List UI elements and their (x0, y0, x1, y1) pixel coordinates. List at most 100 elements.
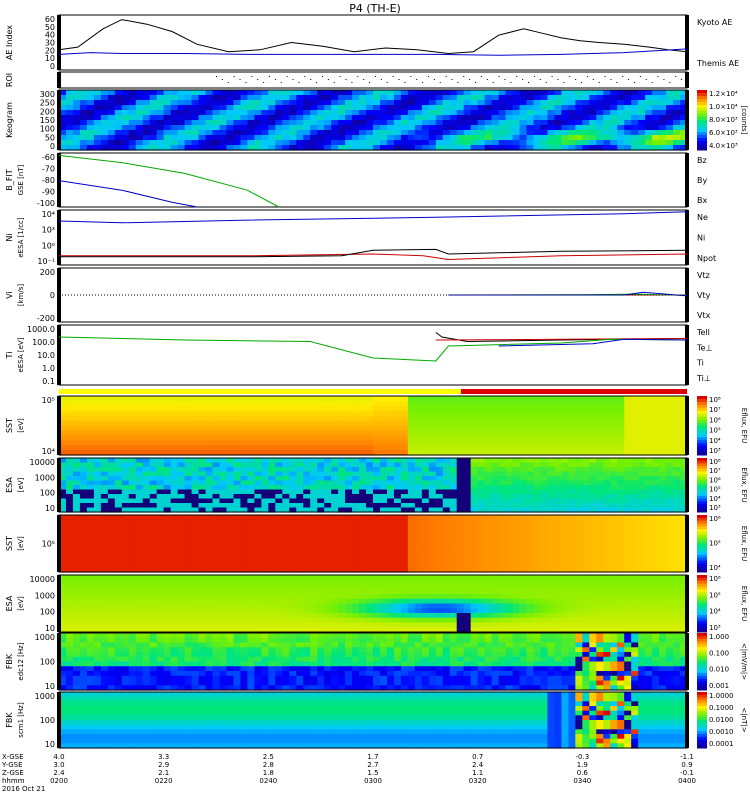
heatmap-cell (331, 430, 339, 436)
heatmap-cell (317, 458, 325, 464)
heatmap-cell (421, 140, 430, 146)
roi-dot (516, 76, 518, 77)
heatmap-cell (547, 130, 556, 136)
heatmap-cell (366, 507, 374, 513)
heatmap-cell (666, 538, 674, 545)
heatmap-cell (386, 567, 395, 573)
heatmap-cell (107, 462, 116, 468)
heatmap-cell (477, 507, 486, 513)
heatmap-cell (505, 120, 514, 126)
legend-entry: Ti (696, 359, 704, 368)
heatmap-cell (93, 485, 102, 491)
heatmap-cell (107, 425, 116, 432)
heatmap-cell (59, 515, 67, 521)
heatmap-cell (212, 130, 221, 136)
heatmap-cell (512, 515, 521, 521)
heatmap-cell (603, 445, 611, 451)
heatmap-cell (386, 430, 395, 436)
heatmap-cell (149, 125, 158, 131)
heatmap-cell (254, 503, 262, 509)
heatmap-cell (603, 435, 611, 441)
heatmap-cell (561, 435, 569, 441)
heatmap-cell (184, 503, 193, 509)
heatmap-cell (254, 400, 262, 407)
heatmap-cell (338, 562, 346, 568)
heatmap-cell (589, 95, 597, 101)
heatmap-cell (386, 405, 395, 412)
heatmap-cell (379, 494, 388, 500)
heatmap-cell (414, 105, 423, 111)
heatmap-cell (673, 145, 681, 151)
heatmap-cell (554, 405, 562, 412)
heatmap-cell (449, 480, 458, 486)
heatmap-cell (638, 529, 646, 535)
heatmap-cell (617, 100, 625, 106)
heatmap-cell (240, 110, 248, 116)
heatmap-cell (463, 524, 472, 530)
heatmap-cell (114, 562, 123, 568)
heatmap-cell (456, 562, 465, 568)
heatmap-cell (596, 440, 604, 446)
heatmap-cell (512, 435, 521, 441)
heatmap-cell (338, 553, 346, 559)
heatmap-cell (673, 529, 681, 535)
heatmap-cell (589, 553, 597, 559)
heatmap-cell (324, 480, 332, 486)
heatmap-cell (296, 507, 304, 513)
heatmap-cell (400, 462, 409, 468)
heatmap-cell (652, 515, 660, 521)
heatmap-cell (568, 430, 576, 436)
heatmap-cell (65, 594, 74, 600)
heatmap-cell (393, 420, 402, 427)
heatmap-cell (289, 400, 297, 407)
heatmap-cell (589, 110, 597, 116)
heatmap-cell (596, 543, 604, 549)
heatmap-cell (526, 534, 535, 540)
heatmap-cell (400, 445, 409, 451)
heatmap-cell (359, 557, 367, 564)
heatmap-cell (359, 476, 367, 482)
heatmap-cell (680, 105, 688, 111)
heatmap-cell (156, 494, 165, 500)
heatmap-cell (386, 410, 395, 417)
heatmap-cell (547, 445, 556, 451)
heatmap-cell (65, 95, 74, 101)
axis-bar (57, 72, 61, 88)
heatmap-cell (561, 471, 569, 477)
heatmap-cell (93, 440, 102, 446)
heatmap-cell (156, 462, 165, 468)
heatmap-cell (512, 405, 521, 412)
heatmap-cell (352, 489, 360, 495)
heatmap-cell (680, 462, 688, 468)
heatmap-cell (400, 498, 409, 504)
heatmap-cell (324, 110, 332, 116)
axis-bar (57, 210, 61, 265)
heatmap-cell (547, 100, 556, 106)
heatmap-cell (589, 494, 597, 500)
heatmap-cell (219, 485, 228, 491)
heatmap-cell (219, 613, 228, 619)
heatmap-cell (114, 579, 123, 586)
heatmap-cell (428, 120, 437, 126)
heatmap-cell (261, 440, 269, 446)
heatmap-cell (407, 538, 416, 545)
heatmap-cell (86, 120, 95, 126)
heatmap-cell (352, 538, 360, 545)
heatmap-cell (359, 485, 367, 491)
heatmap-cell (59, 594, 67, 600)
heatmap-cell (582, 515, 590, 521)
heatmap-cell (512, 562, 521, 568)
heatmap-cell (519, 524, 528, 530)
heatmap-cell (289, 415, 297, 422)
heatmap-cell (121, 489, 130, 495)
heatmap-cell (519, 476, 528, 482)
heatmap-cell (184, 130, 193, 136)
heatmap-cell (624, 95, 632, 101)
heatmap-cell (156, 435, 165, 441)
heatmap-cell (428, 494, 437, 500)
heatmap-cell (366, 110, 374, 116)
heatmap-cell (624, 494, 632, 500)
heatmap-cell (435, 519, 444, 526)
heatmap-cell (596, 410, 604, 417)
heatmap-cell (449, 110, 458, 116)
